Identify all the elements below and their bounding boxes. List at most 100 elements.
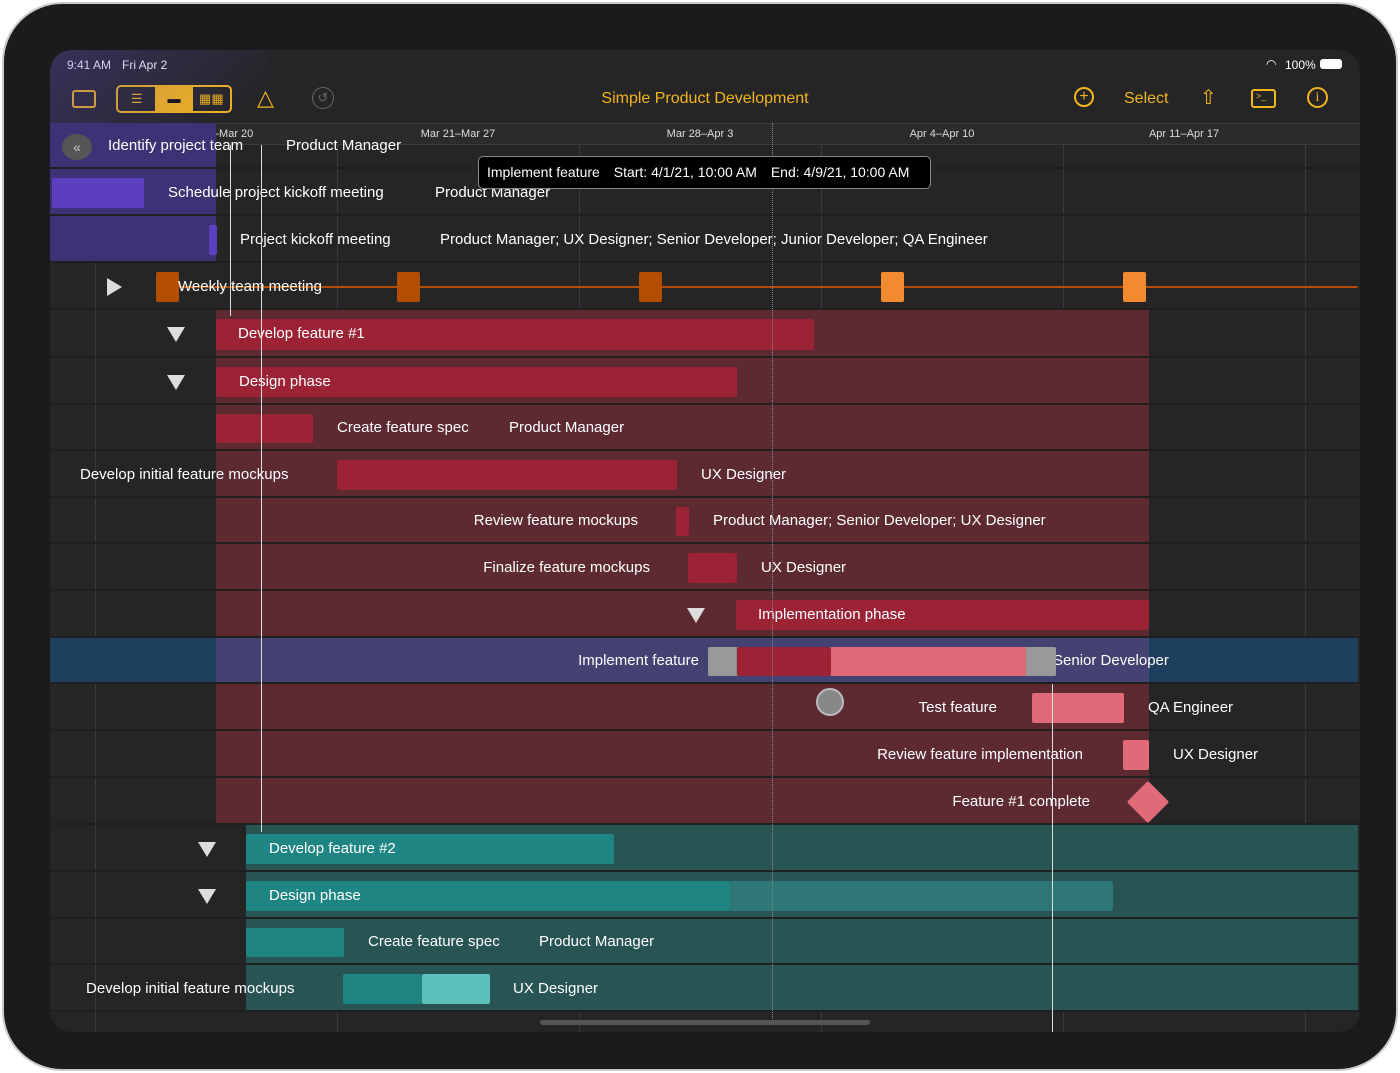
status-date: Fri Apr 2 [122,58,168,72]
disclosure-collapsed-icon[interactable] [107,278,122,296]
task-row[interactable]: Create feature spec Product Manager [50,405,1360,451]
task-row[interactable]: Finalize feature mockups UX Designer [50,544,1360,591]
disclosure-expanded-icon[interactable] [198,889,216,904]
task-bar[interactable] [209,225,217,255]
task-bar[interactable] [730,881,1113,911]
gantt-chart: Identify project team Product Manager Sche… [50,50,1360,1032]
task-name: Implement feature [578,652,699,669]
meeting-bar[interactable] [1123,272,1146,302]
task-bar[interactable] [422,974,490,1004]
row-band [216,778,1149,823]
horizontal-scrollbar[interactable] [540,1020,870,1025]
row-band [216,544,1149,589]
share-icon[interactable]: ⇧ [1200,87,1217,109]
row-band [50,216,216,261]
task-row[interactable]: Project kickoff meeting Product Manager; … [50,216,1360,263]
task-row[interactable]: Develop feature #1 [50,310,1360,358]
task-name: Design phase [239,372,331,390]
meeting-bar[interactable] [881,272,904,302]
meeting-bar[interactable] [397,272,420,302]
task-row[interactable]: Implementation phase [50,591,1360,638]
task-name: Finalize feature mockups [483,558,650,576]
task-name: Develop feature #1 [238,325,365,342]
task-name: Identify project team [108,137,244,154]
today-line [772,123,773,1023]
task-row[interactable]: Implement feature Senior Developer [50,638,1360,684]
task-bar[interactable] [688,553,737,583]
gridline [1305,145,1306,1032]
task-row[interactable]: Review feature mockups Product Manager; S… [50,498,1360,544]
task-row[interactable]: Review feature implementation UX Designer [50,731,1360,778]
task-bar[interactable] [1123,740,1149,770]
tooltip-task: Implement feature [487,164,600,180]
outline-view-icon[interactable]: ☰ [130,91,143,106]
task-bar[interactable] [736,600,1149,630]
task-bar[interactable] [216,367,737,397]
task-row[interactable]: Schedule project kickoff meeting Product … [50,169,1360,216]
row-band [216,731,1149,776]
network-view-icon[interactable]: ▦▦ [199,91,224,106]
task-row[interactable]: Weekly team meeting [50,263,1360,310]
meeting-bar[interactable] [639,272,662,302]
disclosure-expanded-icon[interactable] [167,375,185,390]
view-mode-segmented-control[interactable]: ☰ ▬ ▦▦ [116,85,232,113]
tooltip-end: End: 4/9/21, 10:00 AM [770,164,910,180]
console-icon[interactable]: >_ [1251,89,1276,108]
task-resources: QA Engineer [1148,698,1234,716]
task-name: Create feature spec [337,419,469,436]
task-name: Develop feature #2 [269,839,396,857]
status-time: 9:41 AM [67,58,112,72]
task-tooltip: Implement feature Start: 4/1/21, 10:00 A… [478,156,931,189]
task-bar[interactable] [246,928,344,957]
task-row[interactable]: Feature #1 complete [50,778,1360,825]
disclosure-expanded-icon[interactable] [198,842,216,857]
task-resources: Product Manager; Senior Developer; UX De… [713,512,1046,529]
task-bar[interactable] [831,647,1026,676]
task-name: Weekly team meeting [178,277,322,295]
task-bar[interactable] [216,319,814,350]
add-task-icon[interactable]: + [1074,87,1094,107]
collapse-sidebar-button[interactable]: « [62,134,92,160]
task-row[interactable]: Develop initial feature mockups UX Design… [50,451,1360,498]
task-bar[interactable] [216,414,313,443]
task-bar[interactable] [246,881,730,911]
undo-icon[interactable]: ↺ [312,87,334,109]
task-name: Project kickoff meeting [240,230,391,248]
disclosure-expanded-icon[interactable] [687,608,705,623]
task-bar[interactable] [337,460,677,490]
tooltip-start: Start: 4/1/21, 10:00 AM [613,164,757,180]
battery-icon [1320,59,1342,69]
task-bar[interactable] [246,834,614,864]
task-row[interactable]: Create feature spec Product Manager [50,919,1360,965]
task-bar[interactable] [1032,693,1124,723]
task-resources: UX Designer [761,558,847,576]
select-button[interactable]: Select [1124,90,1169,107]
gantt-view-icon[interactable]: ▬ [155,87,193,111]
task-name: Create feature spec [368,933,500,950]
gridline [95,145,96,1032]
task-bar[interactable] [676,507,689,536]
task-bar[interactable] [737,647,831,676]
progress-handle[interactable] [816,688,844,716]
task-name: Implementation phase [758,605,906,623]
violations-icon[interactable]: △ [257,85,274,110]
task-bar[interactable] [52,178,144,208]
task-row[interactable]: Develop feature #2 [50,825,1360,872]
task-resources: Senior Developer [1053,652,1169,669]
task-row[interactable]: Design phase [50,358,1360,405]
task-name: Test feature [918,698,997,716]
screen: 9:41 AM Fri Apr 2 ◠ 100% ☰ ▬ ▦▦ △ ↺ Simp… [50,50,1360,1032]
task-row[interactable]: Test feature QA Engineer [50,684,1360,731]
info-icon[interactable]: i [1307,87,1328,108]
disclosure-expanded-icon[interactable] [167,327,185,342]
task-bar[interactable] [343,974,422,1004]
task-row[interactable]: Develop initial feature mockups UX Design… [50,965,1360,1012]
drag-handle-start[interactable] [708,647,736,676]
meeting-bar[interactable] [156,272,179,302]
row-band [216,405,1149,449]
week-label: Mar 21–Mar 27 [420,128,496,140]
task-row[interactable]: Design phase [50,872,1360,919]
drag-handle-end[interactable] [1026,647,1056,676]
folder-icon[interactable] [72,90,96,108]
